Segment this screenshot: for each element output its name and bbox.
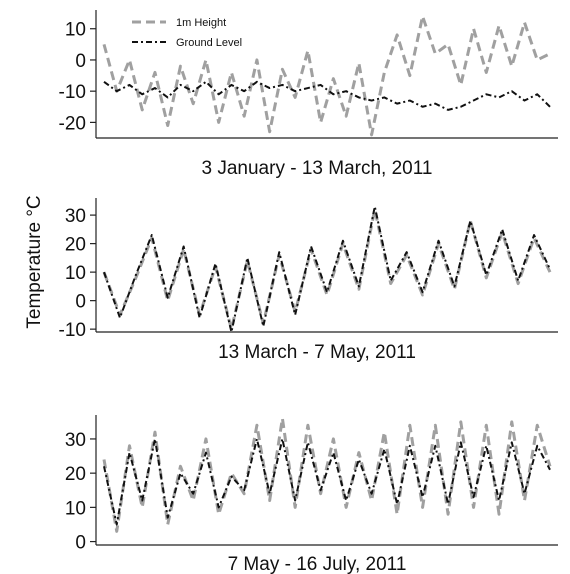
y-tick-label: 10 xyxy=(65,498,86,519)
series-line-1m-height xyxy=(102,207,552,331)
y-tick-label: 0 xyxy=(75,292,86,313)
series-line-ground-level xyxy=(103,80,551,111)
panel-title: 13 March - 7 May, 2011 xyxy=(218,342,416,363)
series-line-1m-height xyxy=(102,14,551,137)
panel-jan-mar: 10 0 -10 -20 3 January - 13 March, 2011 xyxy=(59,10,558,179)
panel-title: 3 January - 13 March, 2011 xyxy=(202,158,433,179)
y-tick-label: -10 xyxy=(59,320,86,341)
panel-mar-may: 30 20 10 0 -10 13 March - 7 May, 2011 xyxy=(59,198,558,363)
y-tick-label: 30 xyxy=(65,206,86,227)
legend-label-1m-height: 1m Height xyxy=(176,17,226,29)
y-tick-label: 20 xyxy=(65,235,86,256)
legend-label-ground-level: Ground Level xyxy=(176,37,242,49)
panel-title: 7 May - 16 July, 2011 xyxy=(228,554,407,574)
y-tick-label: 20 xyxy=(65,464,86,485)
y-tick-label: -20 xyxy=(59,113,86,134)
y-tick-label: 10 xyxy=(65,263,86,284)
y-tick-label: -10 xyxy=(59,82,86,103)
legend: 1m Height Ground Level xyxy=(132,17,242,49)
y-tick-label: 30 xyxy=(65,430,86,451)
series-line-1m-height xyxy=(102,416,552,533)
series-line-ground-level xyxy=(103,437,551,526)
y-tick-label: 0 xyxy=(75,533,86,554)
y-tick-label: 0 xyxy=(75,51,86,72)
y-axis-label: Temperature °C xyxy=(24,195,45,328)
y-tick-label: 10 xyxy=(65,20,86,41)
panel-may-jul: 30 20 10 0 7 May - 16 July, 2011 xyxy=(65,415,558,574)
